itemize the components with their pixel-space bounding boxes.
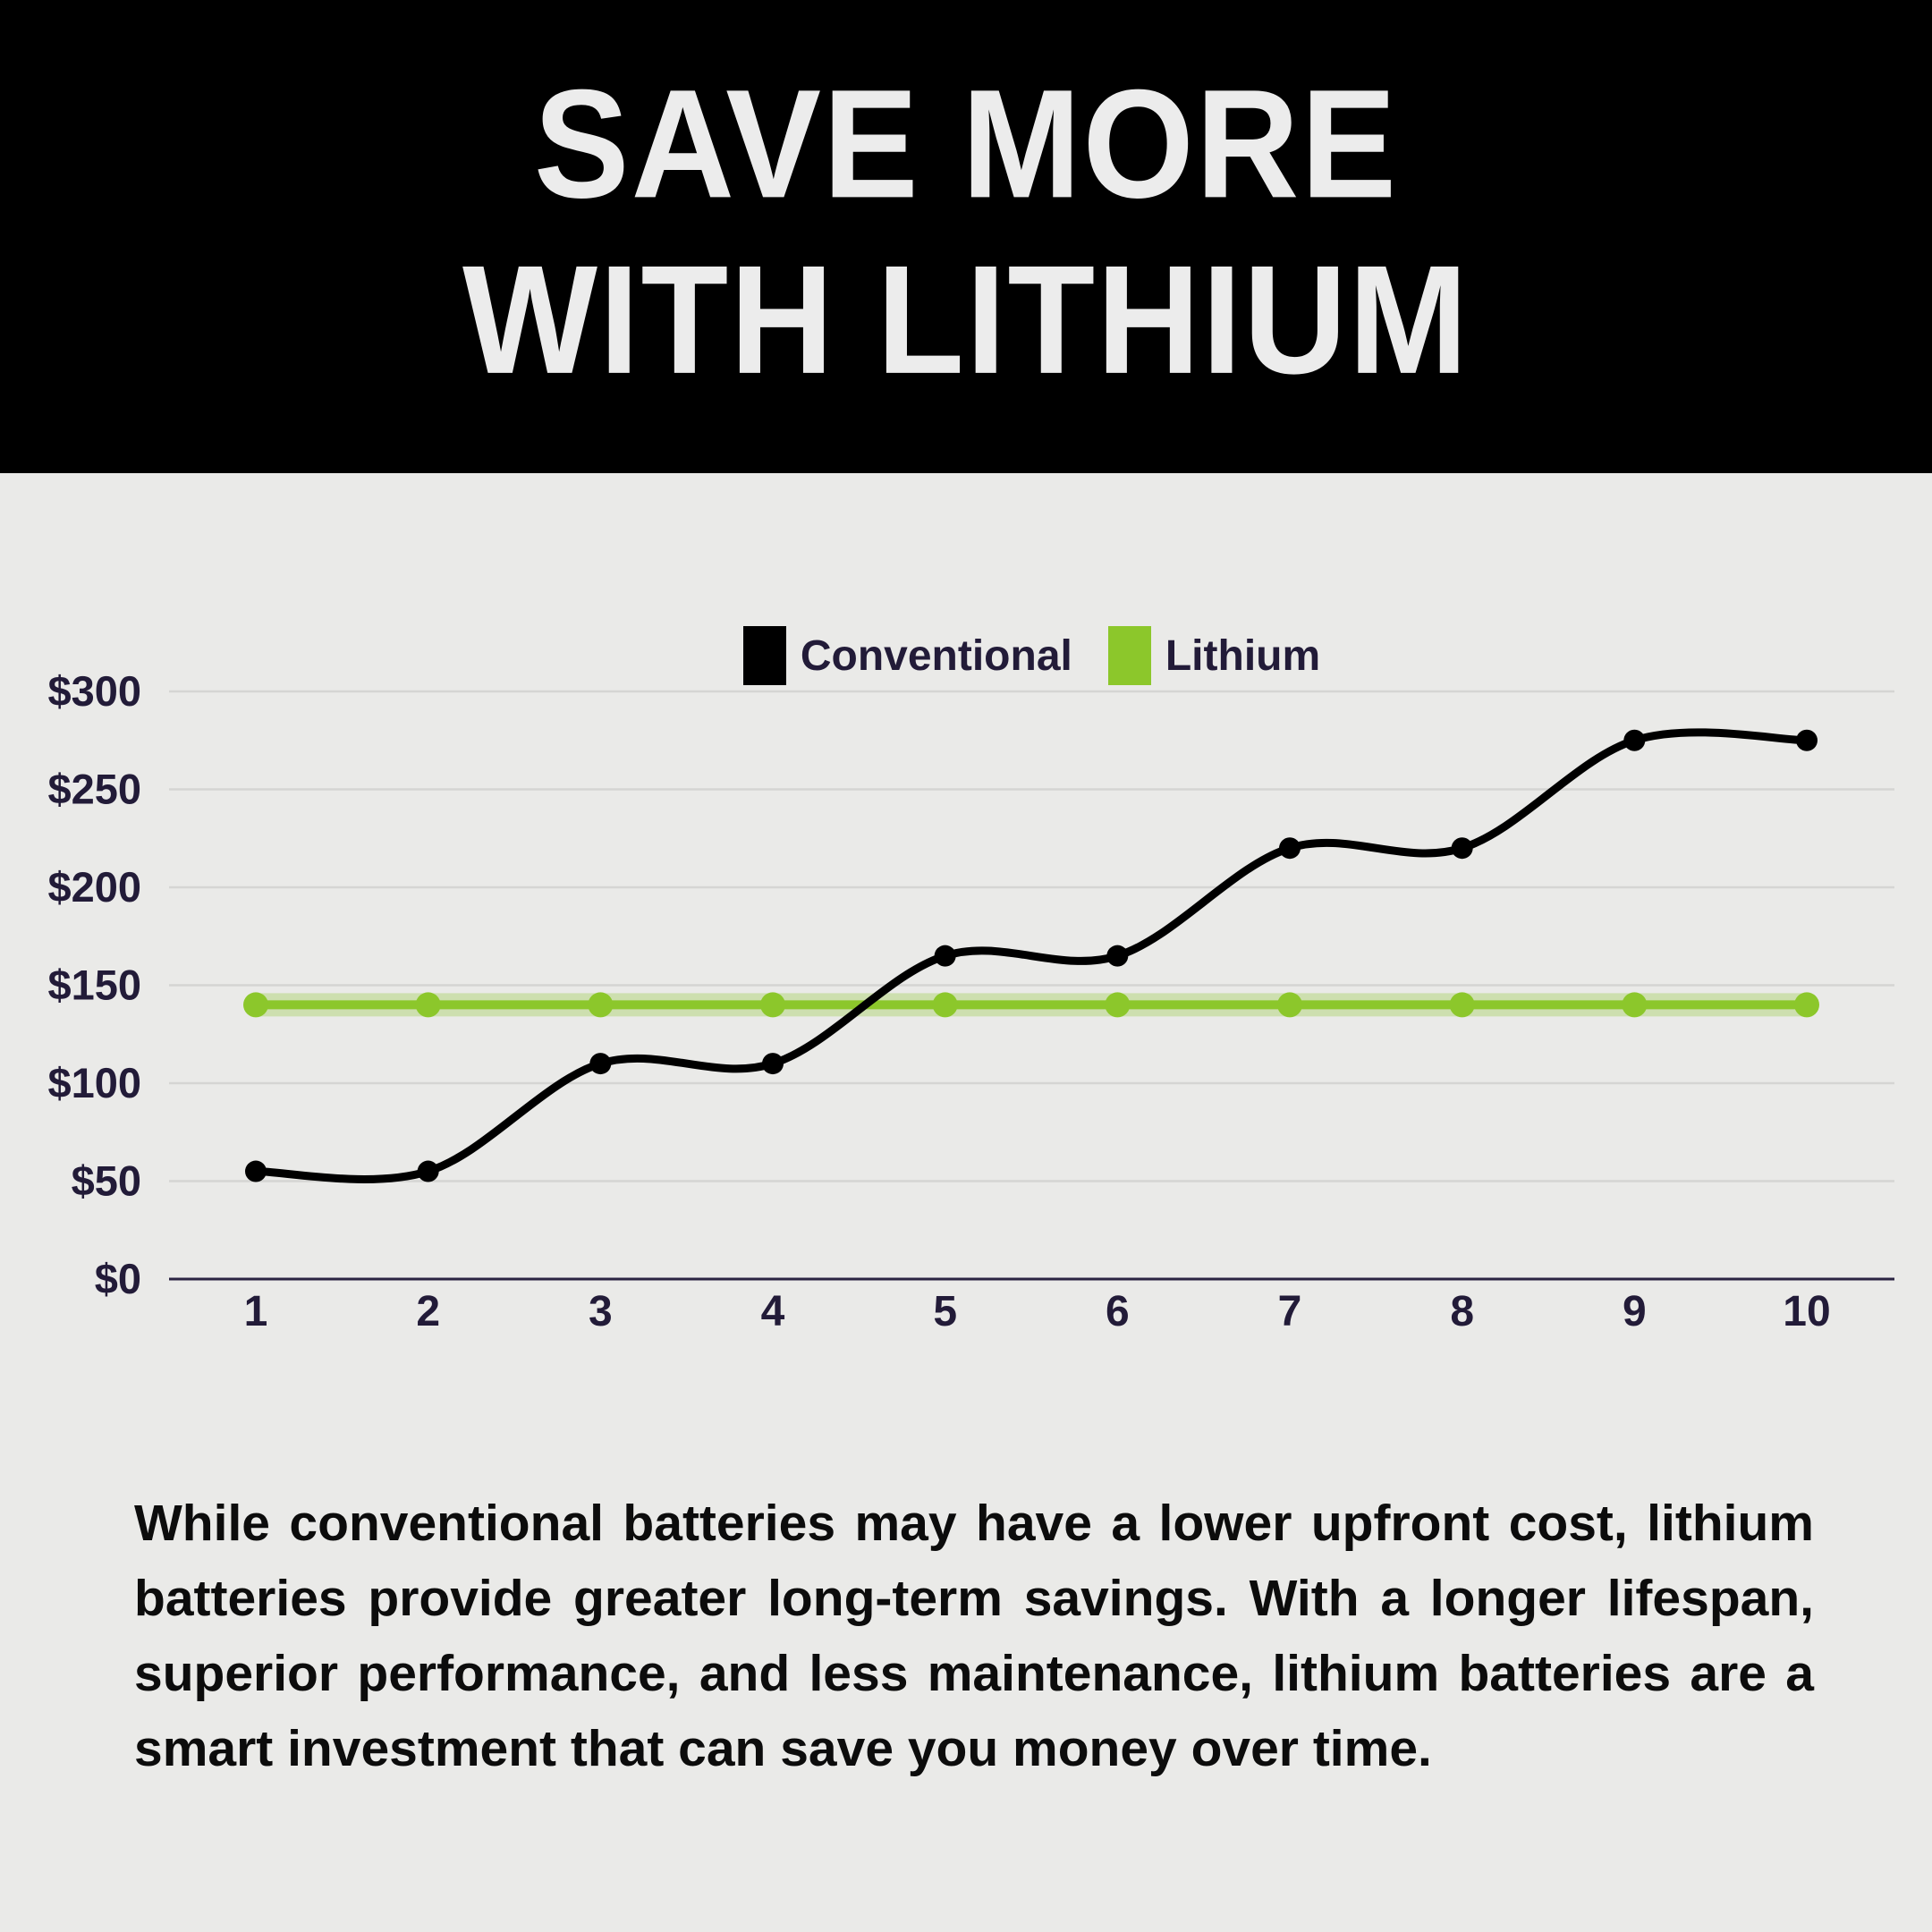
svg-text:5: 5 bbox=[933, 1288, 957, 1335]
legend-item-lithium: Lithium bbox=[1107, 626, 1321, 685]
legend-label-conventional: Conventional bbox=[800, 631, 1072, 680]
body-paragraph: While conventional batteries may have a … bbox=[134, 1495, 1814, 1777]
svg-text:2: 2 bbox=[416, 1288, 440, 1335]
title-line-1: SAVE MORE bbox=[533, 56, 1399, 231]
chart-legend: Conventional Lithium bbox=[169, 626, 1894, 685]
svg-text:6: 6 bbox=[1106, 1288, 1130, 1335]
svg-text:$300: $300 bbox=[47, 667, 141, 715]
page-title: SAVE MORE WITH LITHIUM bbox=[0, 0, 1932, 408]
svg-text:8: 8 bbox=[1450, 1288, 1474, 1335]
legend-item-conventional: Conventional bbox=[742, 626, 1072, 685]
svg-text:3: 3 bbox=[589, 1288, 613, 1335]
legend-label-lithium: Lithium bbox=[1165, 631, 1321, 680]
lithium-swatch bbox=[1107, 626, 1151, 685]
svg-text:$250: $250 bbox=[47, 766, 141, 813]
svg-text:$200: $200 bbox=[47, 863, 141, 911]
svg-text:9: 9 bbox=[1623, 1288, 1647, 1335]
svg-text:4: 4 bbox=[761, 1288, 785, 1335]
title-line-2: WITH LITHIUM bbox=[462, 233, 1470, 406]
svg-text:$0: $0 bbox=[95, 1255, 141, 1302]
svg-text:7: 7 bbox=[1278, 1288, 1302, 1335]
svg-text:$150: $150 bbox=[47, 962, 141, 1009]
svg-text:10: 10 bbox=[1783, 1288, 1830, 1335]
conventional-swatch bbox=[742, 626, 786, 685]
svg-text:$100: $100 bbox=[47, 1059, 141, 1106]
svg-text:1: 1 bbox=[244, 1288, 268, 1335]
svg-text:$50: $50 bbox=[72, 1157, 141, 1205]
header-banner: SAVE MORE WITH LITHIUM bbox=[0, 0, 1932, 473]
